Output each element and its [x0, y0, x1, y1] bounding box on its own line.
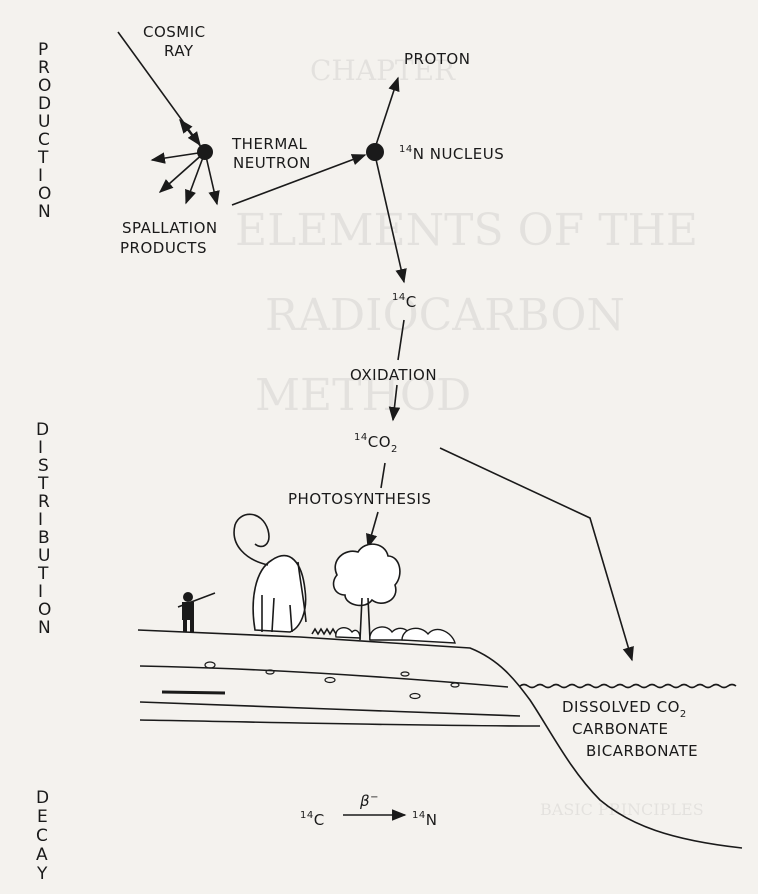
- side-label-letter: O: [38, 184, 51, 204]
- side-label-letter: T: [37, 564, 49, 584]
- side-label-letter: U: [38, 546, 50, 566]
- bushes: [335, 626, 456, 644]
- cosmic-ray-label-1: COSMIC: [143, 23, 206, 41]
- sediment-pebbles: [204, 661, 460, 700]
- neutron-arrow-down: [185, 151, 206, 205]
- decay-right: 14N: [412, 810, 437, 829]
- c14-label: 14C: [392, 292, 417, 311]
- mammoth-tusk: [233, 513, 270, 566]
- ghost-section: BASIC PRINCIPLES: [540, 800, 704, 819]
- nucleus-superscript: 14: [399, 144, 413, 155]
- side-label-letter: N: [38, 202, 51, 222]
- side-label-letter: A: [36, 845, 48, 865]
- side-label-letter: S: [38, 456, 49, 476]
- oxidation-label: OXIDATION: [350, 366, 437, 384]
- oxidation-to-co2-arrow: [388, 384, 401, 422]
- hunter-figure: [177, 592, 216, 632]
- neutron-arrow-left: [150, 151, 206, 164]
- side-label-letter: E: [37, 807, 48, 827]
- nucleus-text: N NUCLEUS: [413, 145, 505, 163]
- tree-figure: [332, 543, 401, 641]
- neutron-arrow-down-right: [204, 151, 220, 206]
- beta-superscript: −: [370, 792, 379, 803]
- decay-right-text: N: [426, 811, 438, 829]
- neutron-arrow-down-left: [158, 151, 206, 193]
- ocean-label-1-subscript: 2: [680, 709, 687, 720]
- beta-symbol: β: [359, 792, 370, 810]
- rock-stratum-3: [139, 719, 541, 727]
- grass-tufts: [311, 627, 337, 636]
- side-label-letter: O: [38, 600, 51, 620]
- side-label-letter: T: [37, 148, 49, 168]
- ghost-chapter: CHAPTER: [310, 54, 456, 87]
- side-label-letter: T: [37, 474, 49, 494]
- photosynthesis-to-tree-arrow: [366, 511, 379, 549]
- c14-superscript: 14: [392, 292, 406, 303]
- side-label-letter: C: [36, 826, 48, 846]
- landscape-illustration: [137, 513, 743, 849]
- side-label-letter: R: [38, 58, 50, 78]
- side-label-letter: I: [38, 438, 43, 458]
- rock-stratum-2: [139, 701, 521, 717]
- rock-stratum-1: [139, 665, 509, 688]
- co2-superscript: 14: [354, 432, 368, 443]
- decay-left-text: C: [314, 811, 325, 829]
- side-label-letter: P: [38, 40, 48, 60]
- co2-subscript: 2: [391, 444, 398, 455]
- co2-to-ocean-arrow: [439, 447, 634, 662]
- ocean-label-2: CARBONATE: [572, 720, 668, 738]
- mammoth-figure: [233, 513, 307, 633]
- ghost-heading-3: METHOD: [255, 370, 471, 421]
- side-label-letter: B: [38, 528, 50, 548]
- co2-to-photosynthesis-line: [380, 462, 386, 489]
- side-label-letter: D: [36, 420, 49, 440]
- side-label-letter: D: [36, 788, 49, 808]
- side-label-letter: R: [38, 492, 50, 512]
- proton-label: PROTON: [404, 50, 470, 68]
- side-label-production: P R O D U C T I O N: [37, 40, 51, 222]
- side-label-letter: D: [38, 94, 51, 114]
- cosmic-ray-label-2: RAY: [164, 42, 194, 60]
- decay-left-superscript: 14: [300, 810, 314, 821]
- c14-to-oxidation-line: [397, 319, 405, 361]
- c14-text: C: [406, 293, 417, 311]
- thermal-neutron-label-1: THERMAL: [231, 135, 308, 153]
- side-label-letter: I: [38, 510, 43, 530]
- nucleus-to-c14-arrow: [374, 154, 407, 284]
- ocean-surface: [519, 683, 737, 689]
- thermal-neutron-label-2: NEUTRON: [233, 154, 311, 172]
- side-label-letter: C: [38, 130, 50, 150]
- decay-left: 14C: [300, 810, 325, 829]
- side-label-letter: I: [38, 166, 43, 186]
- side-label-letter: N: [38, 618, 51, 638]
- thermal-neutron-dot: [197, 144, 213, 160]
- spallation-label-1: SPALLATION: [122, 219, 218, 237]
- side-label-decay: D E C A Y: [36, 788, 49, 884]
- buried-bone: [161, 690, 226, 695]
- ghost-heading-2: RADIOCARBON: [265, 290, 625, 341]
- side-label-letter: O: [38, 76, 51, 96]
- co2-text: CO: [368, 433, 391, 451]
- bleed-through-text: CHAPTER ELEMENTS OF THE RADIOCARBON METH…: [235, 54, 704, 819]
- ocean-label-1: DISSOLVED CO2: [562, 698, 687, 720]
- ghost-heading-1: ELEMENTS OF THE: [235, 205, 698, 256]
- decay-arrow-label: β−: [359, 792, 379, 810]
- co2-label: 14CO2: [354, 432, 398, 455]
- nucleus-to-proton-arrow: [374, 76, 400, 149]
- ground-surface: [137, 629, 743, 849]
- decay-right-superscript: 14: [412, 810, 426, 821]
- neutron-to-nucleus-arrow: [231, 154, 367, 206]
- side-label-letter: Y: [36, 864, 48, 884]
- spallation-label-2: PRODUCTS: [120, 239, 207, 257]
- nucleus-label: 14N NUCLEUS: [399, 144, 504, 163]
- nucleus-dot: [366, 143, 384, 161]
- ocean-label-3: BICARBONATE: [586, 742, 698, 760]
- photosynthesis-label: PHOTOSYNTHESIS: [288, 490, 431, 508]
- ocean-label-1-text: DISSOLVED CO: [562, 698, 680, 716]
- side-label-letter: I: [38, 582, 43, 602]
- arrows: [117, 31, 634, 821]
- side-label-distribution: D I S T R I B U T I O N: [36, 420, 51, 638]
- side-label-letter: U: [38, 112, 50, 132]
